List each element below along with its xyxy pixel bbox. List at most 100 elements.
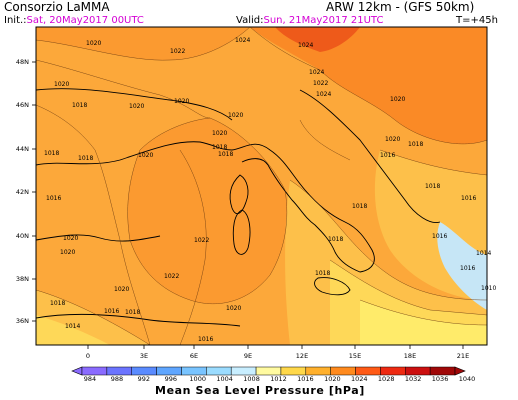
colorbar-cell [81,366,108,376]
isobar-label: 1010 [481,285,497,292]
colorbar-cell [305,366,331,376]
lat-label-42n: 42N [15,188,29,196]
colorbar-title: Mean Sea Level Pressure [hPa] [155,384,365,397]
lon-label-18e: 18E [403,352,417,360]
isobar-label: 1020 [385,136,401,143]
map-frame [35,26,488,346]
field-sea-low [437,222,487,310]
isobar-label: 1016 [380,152,396,159]
isobar-label: 1020 [60,249,76,256]
colorbar-tick-label: 1004 [216,375,233,383]
field-1024 [250,27,487,144]
colorbar-cells [71,366,466,376]
isobar-label: 1024 [309,69,325,76]
lon-label-6e: 6E [189,352,199,360]
isobar-label: 1018 [315,270,331,277]
lat-label-44n: 44N [15,145,29,153]
isobar-label: 1022 [164,273,180,280]
lon-label-3e: 3E [139,352,149,360]
colorbar-cell [106,366,132,376]
colorbar-tick-label: 1036 [431,375,449,383]
colorbar-tick-label: 1000 [189,375,206,383]
isobar-label: 1018 [50,300,66,307]
colorbar-cell [355,366,381,376]
colorbar-cell [131,366,157,376]
isobar-label: 1024 [316,91,332,98]
init-info: Init.:Sat, 20May2017 00UTC [4,15,144,26]
colorbar-cell [405,366,431,376]
lon-label-0: 0 [85,352,91,360]
lon-label-12e: 12E [295,352,309,360]
isobar-label: 1020 [54,81,70,88]
colorbar-cell [429,366,456,376]
isobar-label: 1016 [198,336,214,343]
colorbar-tick-label: 1012 [270,375,287,383]
init-label: Init.: [4,15,27,26]
lat-label-40n: 40N [15,232,29,240]
lat-label-46n: 46N [15,101,29,109]
colorbar-cell [206,366,232,376]
colorbar-tick-label: 1028 [377,375,395,383]
isobar-label: 1016 [104,308,120,315]
lat-ticks [32,61,36,322]
colorbar-cell [280,366,307,376]
isobar-label: 1016 [432,233,448,240]
isobar-label: 1020 [390,96,406,103]
colorbar-tick-label: 1032 [404,375,422,383]
isobar-label: 1014 [65,323,81,330]
isobar-lines [36,27,487,345]
lon-ticks [87,345,464,349]
lon-label-9e: 9E [243,352,253,360]
colorbar-tick-label: 988 [110,375,124,383]
colorbar-cell [380,366,406,376]
isobar-label: 1024 [298,42,314,49]
isobar-label: 1018 [125,309,141,316]
field-1014 [360,300,487,345]
lead-time: T=+45h [456,15,498,26]
init-value: Sat, 20May2017 00UTC [26,15,144,26]
isobar-label: 1018 [78,155,94,162]
colorbar-tick-label: 984 [83,375,97,383]
org-title: Consorzio LaMMA [4,0,110,14]
isobar-label: 1018 [212,144,228,151]
isobar-label: 1014 [476,250,492,257]
field-1022-north [36,27,250,61]
valid-label: Valid: [236,15,264,26]
isobar-label: 1020 [63,235,79,242]
model-title: ARW 12km - (GFS 50km) [326,0,475,14]
lon-label-21e: 21E [456,352,470,360]
colorbar-cell [230,366,257,376]
isobar-label: 1022 [313,80,329,87]
isobar-label: 1020 [114,286,130,293]
field-1026 [275,27,360,52]
colorbar-cell [156,366,182,376]
valid-info: Valid:Sun, 21May2017 21UTC [236,15,383,26]
isobar-label: 1020 [174,98,190,105]
colorbar-tick-label: 1016 [297,375,314,383]
isobar-label: 1020 [129,103,145,110]
colorbar-cell [255,366,282,376]
isobar-label: 1016 [461,195,477,202]
colorbar-arrow-high [454,366,466,376]
colorbar-cell [181,366,207,376]
colorbar-tick-label: 996 [164,375,177,383]
field-1016-southwest [36,315,110,345]
colorbar-arrow-low [71,366,83,376]
isobar-label: 1018 [44,150,60,157]
lon-label-15e: 15E [348,352,362,360]
isobar-label: 1018 [218,151,234,158]
isobar-label: 1022 [170,48,186,55]
isobar-label: 1018 [408,141,424,148]
isobar-label: 1020 [138,152,154,159]
valid-value: Sun, 21May2017 21UTC [263,15,384,26]
colorbar-tick-label: 1024 [351,375,368,383]
isobar-label: 1020 [228,112,244,119]
colorbar-cell [330,366,356,376]
isobar-label: 1020 [212,130,228,137]
colorbar-tick-label: 1020 [324,375,341,383]
coastlines [36,88,441,327]
isobar-label: 1024 [235,37,251,44]
lat-label-48n: 48N [15,58,29,66]
isobar-label: 1022 [194,237,210,244]
